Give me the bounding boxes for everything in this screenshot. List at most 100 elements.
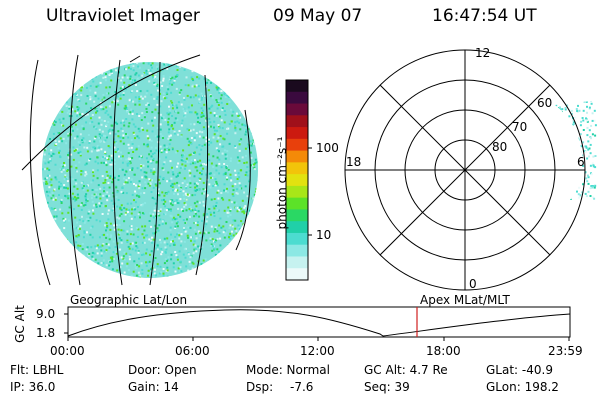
pixel-speckle [253, 105, 256, 108]
colorbar-unit-label: photon cm⁻²s⁻¹ [275, 136, 289, 230]
pixel-speckle [62, 75, 65, 78]
pixel-speckle [77, 234, 80, 237]
pixel-speckle [94, 107, 97, 110]
pixel-speckle [152, 186, 155, 189]
pixel-speckle [105, 123, 108, 126]
pixel-speckle [572, 129, 575, 132]
pixel-speckle [247, 99, 250, 102]
pixel-speckle [215, 205, 217, 207]
pixel-speckle [586, 134, 589, 137]
pixel-speckle [157, 213, 160, 215]
pixel-speckle [211, 249, 214, 252]
pixel-speckle [159, 133, 162, 135]
pixel-speckle [192, 274, 195, 276]
pixel-speckle [117, 135, 120, 138]
pixel-speckle [74, 199, 77, 202]
pixel-speckle [131, 244, 134, 247]
pixel-speckle [52, 255, 55, 258]
pixel-speckle [193, 222, 196, 224]
pixel-speckle [85, 265, 88, 268]
pixel-speckle [210, 125, 212, 128]
pixel-speckle [189, 163, 192, 166]
pixel-speckle [564, 107, 567, 109]
pixel-speckle [202, 126, 205, 129]
pixel-speckle [218, 232, 221, 235]
pixel-speckle [119, 266, 122, 269]
pixel-speckle [75, 241, 78, 244]
pixel-speckle [585, 101, 588, 103]
pixel-speckle [196, 121, 199, 123]
pixel-speckle [232, 243, 235, 246]
pixel-speckle [53, 188, 56, 191]
pixel-speckle [558, 172, 561, 175]
pixel-speckle [180, 187, 183, 189]
pixel-speckle [128, 122, 131, 125]
pixel-speckle [555, 119, 558, 122]
pixel-speckle [215, 129, 218, 132]
pixel-speckle [129, 111, 132, 114]
pixel-speckle [102, 156, 105, 159]
pixel-speckle [104, 76, 107, 79]
pixel-speckle [186, 234, 189, 237]
pixel-speckle [153, 268, 156, 271]
pixel-speckle [89, 233, 92, 236]
pixel-speckle [195, 250, 198, 253]
pixel-speckle [174, 202, 177, 205]
pixel-speckle [194, 232, 197, 235]
pixel-speckle [47, 63, 50, 65]
pixel-speckle [254, 137, 257, 140]
pixel-speckle [125, 133, 127, 135]
pixel-speckle [221, 145, 224, 148]
pixel-speckle [202, 66, 204, 69]
pixel-speckle [209, 67, 212, 70]
pixel-speckle [216, 140, 219, 143]
pixel-speckle [567, 209, 569, 211]
pixel-speckle [105, 229, 107, 232]
pixel-speckle [198, 177, 201, 180]
pixel-speckle [138, 257, 140, 260]
pixel-speckle [91, 189, 94, 191]
pixel-speckle [528, 182, 530, 184]
pixel-speckle [91, 67, 94, 70]
pixel-speckle [113, 176, 116, 179]
pixel-speckle [138, 100, 141, 103]
pixel-speckle [584, 100, 587, 101]
pixel-speckle [128, 247, 131, 250]
pixel-speckle [65, 71, 68, 74]
pixel-speckle [200, 113, 203, 116]
pixel-speckle [86, 113, 89, 116]
pixel-speckle [238, 247, 241, 250]
pixel-speckle [224, 229, 227, 232]
pixel-speckle [594, 184, 597, 187]
pixel-speckle [172, 189, 174, 192]
pixel-speckle [136, 113, 138, 115]
pixel-speckle [50, 256, 53, 259]
pixel-speckle [105, 73, 107, 75]
pixel-speckle [143, 171, 146, 174]
pixel-speckle [223, 209, 226, 212]
pixel-speckle [555, 123, 558, 126]
pixel-speckle [80, 208, 83, 211]
pixel-speckle [58, 149, 61, 152]
pixel-speckle [145, 175, 148, 178]
pixel-speckle [230, 95, 233, 98]
pixel-speckle [207, 78, 210, 81]
pixel-speckle [209, 237, 212, 240]
pixel-speckle [55, 233, 58, 236]
pixel-speckle [170, 177, 173, 180]
pixel-speckle [108, 238, 111, 241]
pixel-speckle [245, 171, 248, 174]
pixel-speckle [232, 195, 235, 197]
pixel-speckle [565, 178, 568, 181]
pixel-speckle [185, 109, 188, 112]
pixel-speckle [564, 193, 567, 196]
pixel-speckle [98, 236, 101, 239]
pixel-speckle [79, 153, 82, 155]
pixel-speckle [229, 92, 232, 95]
pixel-speckle [528, 118, 530, 120]
pixel-speckle [137, 205, 139, 208]
pixel-speckle [102, 259, 105, 262]
pixel-speckle [42, 221, 45, 224]
pixel-speckle [229, 213, 232, 216]
pixel-speckle [225, 262, 227, 265]
